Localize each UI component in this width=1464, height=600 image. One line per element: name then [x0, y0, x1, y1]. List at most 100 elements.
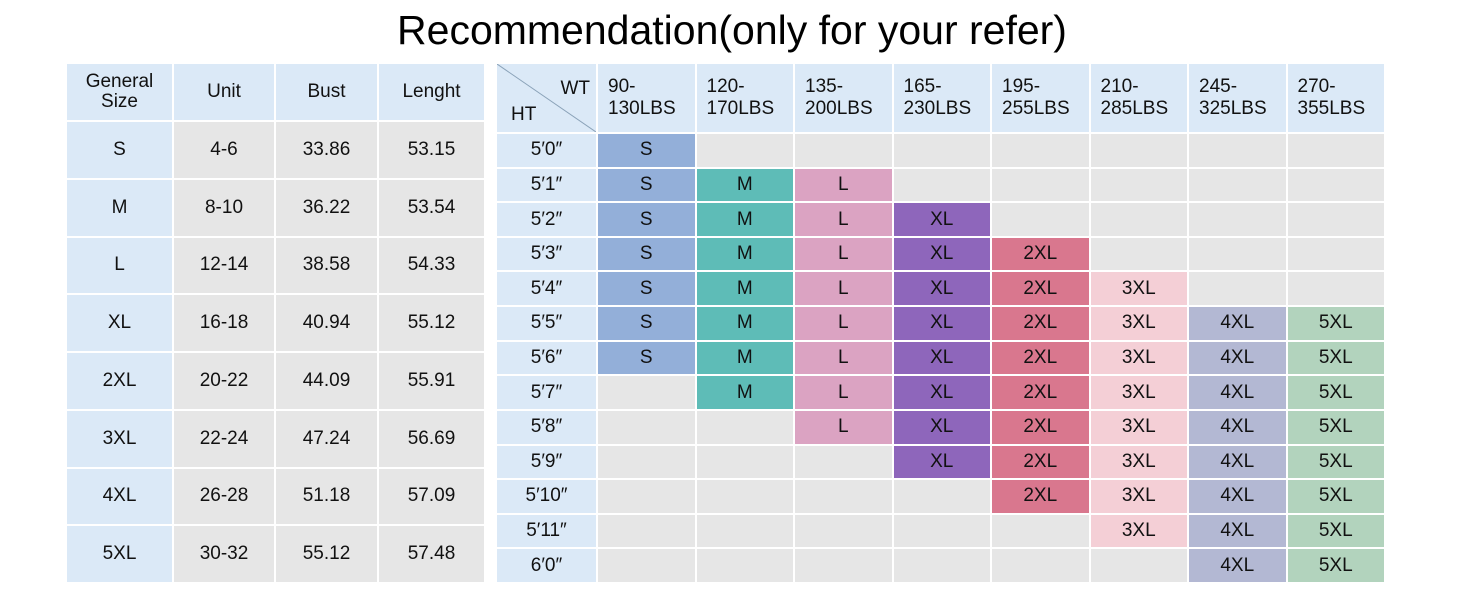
empty-cell: [992, 203, 1089, 236]
weight-axis-label: WT: [560, 78, 590, 99]
size-recommendation-cell: S: [598, 341, 695, 375]
size-table-cell: 57.09: [379, 468, 484, 525]
weight-column-header: 210- 285LBS: [1090, 64, 1187, 132]
size-recommendation-cell: 2XL: [992, 272, 1089, 306]
height-row-label: 5′2″: [497, 203, 596, 236]
empty-cell: [598, 445, 695, 479]
size-recommendation-cell: 2XL: [992, 341, 1089, 375]
size-recommendation-cell: L: [795, 410, 892, 444]
size-recommendation-cell: 5XL: [1287, 307, 1384, 340]
size-recommendation-cell: 3XL: [1090, 272, 1187, 306]
size-recommendation-cell: 2XL: [992, 410, 1089, 444]
size-table-header: Unit: [174, 64, 274, 120]
empty-cell: [795, 514, 892, 548]
height-row-label: 5′5″: [497, 307, 596, 340]
empty-cell: [893, 168, 990, 202]
size-recommendation-cell: S: [598, 168, 695, 202]
size-recommendation-cell: 4XL: [1189, 445, 1286, 479]
empty-cell: [1287, 272, 1384, 306]
height-row-label: 5′6″: [497, 341, 596, 375]
empty-cell: [1090, 549, 1187, 582]
size-recommendation-cell: 4XL: [1189, 376, 1286, 409]
size-recommendation-cell: 4XL: [1189, 480, 1286, 513]
empty-cell: [696, 134, 793, 167]
empty-cell: [992, 134, 1089, 167]
size-recommendation-cell: XL: [893, 203, 990, 236]
size-table-cell: 30-32: [174, 526, 274, 582]
size-recommendation-chart: WT HT 90- 130LBS 120- 170LBS 135- 200LBS 16…: [497, 64, 1384, 582]
empty-cell: [1189, 203, 1286, 236]
empty-cell: [598, 376, 695, 409]
weight-column-header: 135- 200LBS: [795, 64, 892, 132]
size-recommendation-cell: 4XL: [1189, 514, 1286, 548]
size-recommendation-cell: 3XL: [1090, 307, 1187, 340]
size-recommendation-cell: 2XL: [992, 445, 1089, 479]
size-recommendation-cell: XL: [893, 237, 990, 271]
size-recommendation-cell: 4XL: [1189, 549, 1286, 582]
size-recommendation-cell: XL: [893, 307, 990, 340]
size-table-size-label: 3XL: [67, 410, 172, 467]
size-recommendation-cell: 2XL: [992, 237, 1089, 271]
size-table-cell: 54.33: [379, 237, 484, 294]
size-table-header: Lenght: [379, 64, 484, 120]
weight-column-header: 120- 170LBS: [696, 64, 793, 132]
size-table-cell: 57.48: [379, 526, 484, 582]
empty-cell: [795, 134, 892, 167]
empty-cell: [893, 549, 990, 582]
diagonal-divider: [497, 64, 596, 132]
chart-corner-header: WT HT: [497, 64, 596, 132]
size-recommendation-cell: XL: [893, 376, 990, 409]
height-row-label: 5′1″: [497, 168, 596, 202]
size-recommendation-cell: S: [598, 203, 695, 236]
size-table-cell: 12-14: [174, 237, 274, 294]
empty-cell: [1189, 237, 1286, 271]
size-table-cell: 55.91: [379, 353, 484, 409]
height-axis-label: HT: [511, 104, 537, 125]
size-recommendation-cell: M: [696, 203, 793, 236]
size-recommendation-cell: M: [696, 237, 793, 271]
height-row-label: 5′3″: [497, 237, 596, 271]
size-recommendation-cell: M: [696, 307, 793, 340]
weight-column-header: 90- 130LBS: [598, 64, 695, 132]
size-recommendation-cell: 3XL: [1090, 480, 1187, 513]
size-table-cell: 53.54: [379, 179, 484, 236]
size-recommendation-cell: M: [696, 272, 793, 306]
size-recommendation-cell: 5XL: [1287, 445, 1384, 479]
empty-cell: [696, 410, 793, 444]
size-recommendation-cell: 5XL: [1287, 549, 1384, 582]
empty-cell: [1287, 134, 1384, 167]
height-row-label: 5′0″: [497, 134, 596, 167]
size-table-cell: 55.12: [276, 526, 377, 582]
height-row-label: 5′9″: [497, 445, 596, 479]
weight-column-header: 270- 355LBS: [1287, 64, 1384, 132]
size-recommendation-cell: 2XL: [992, 376, 1089, 409]
height-row-label: 5′7″: [497, 376, 596, 409]
size-recommendation-cell: 3XL: [1090, 514, 1187, 548]
empty-cell: [1287, 168, 1384, 202]
size-recommendation-cell: M: [696, 376, 793, 409]
size-table-cell: 4-6: [174, 122, 274, 178]
size-recommendation-cell: 3XL: [1090, 376, 1187, 409]
size-recommendation-cell: 3XL: [1090, 410, 1187, 444]
size-table-cell: 36.22: [276, 179, 377, 236]
size-table-size-label: 5XL: [67, 526, 172, 582]
weight-column-header: 165- 230LBS: [893, 64, 990, 132]
size-table-cell: 56.69: [379, 410, 484, 467]
empty-cell: [1189, 134, 1286, 167]
empty-cell: [696, 480, 793, 513]
size-recommendation-cell: L: [795, 168, 892, 202]
size-table-cell: 33.86: [276, 122, 377, 178]
size-table-cell: 26-28: [174, 468, 274, 525]
weight-column-header: 195- 255LBS: [992, 64, 1089, 132]
empty-cell: [992, 549, 1089, 582]
size-recommendation-cell: 4XL: [1189, 410, 1286, 444]
size-recommendation-cell: L: [795, 376, 892, 409]
size-table-cell: 40.94: [276, 295, 377, 351]
empty-cell: [795, 549, 892, 582]
empty-cell: [795, 445, 892, 479]
size-table-header: General Size: [67, 64, 172, 120]
empty-cell: [696, 549, 793, 582]
page-title: Recommendation(only for your refer): [397, 7, 1067, 53]
empty-cell: [1090, 134, 1187, 167]
size-recommendation-cell: XL: [893, 410, 990, 444]
